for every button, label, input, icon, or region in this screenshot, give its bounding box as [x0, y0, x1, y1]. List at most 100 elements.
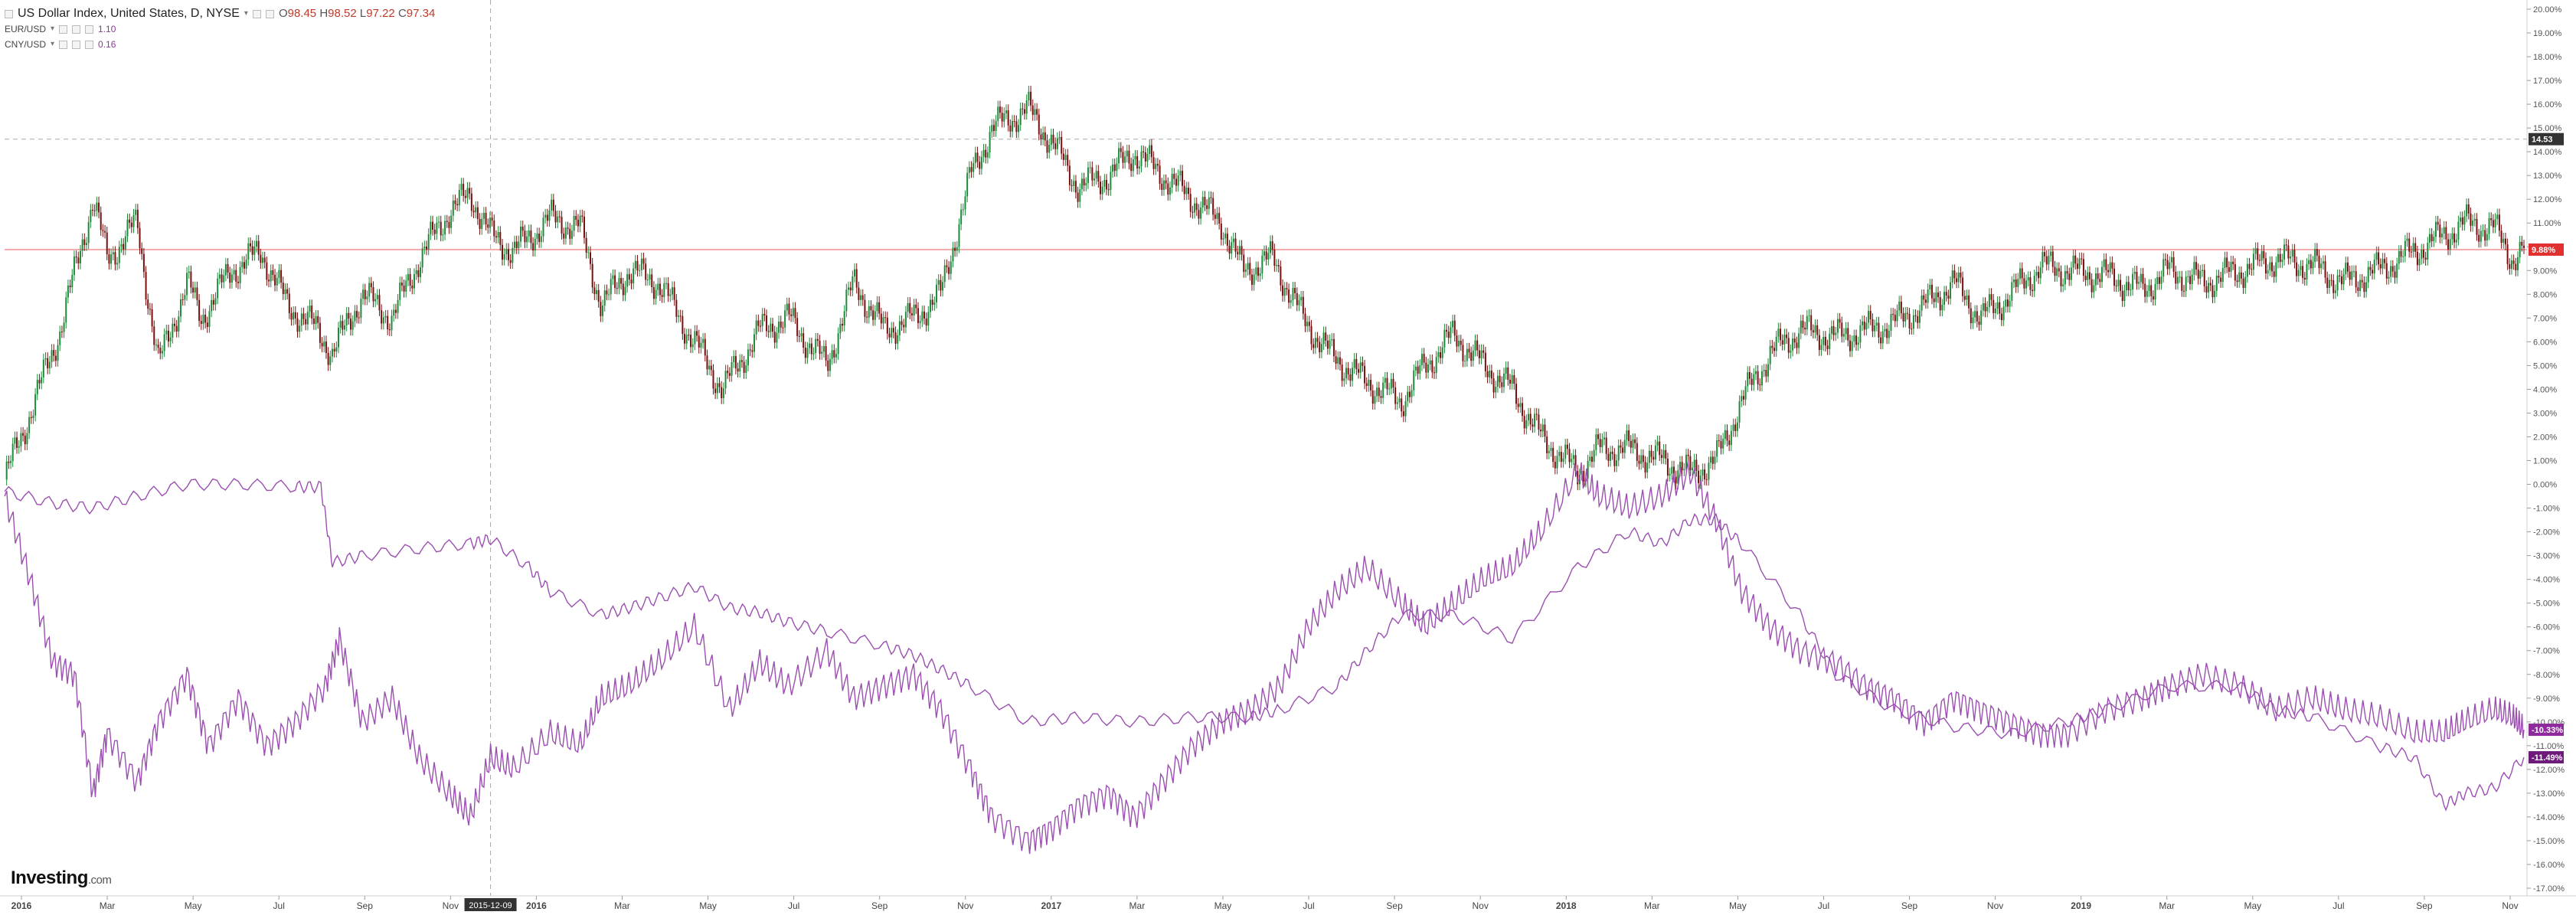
candle-body: [1554, 462, 1556, 469]
candle-body: [636, 260, 639, 271]
candle-body: [845, 289, 848, 312]
candle-body: [2011, 282, 2013, 301]
close-box-icon[interactable]: [85, 40, 94, 49]
candle-body: [827, 360, 829, 371]
candle-body: [564, 227, 567, 239]
candle-body: [2252, 253, 2254, 270]
candle-body: [1900, 301, 1902, 314]
candle-body: [1747, 372, 1749, 387]
settings-box-icon[interactable]: [72, 40, 81, 49]
close-box-icon[interactable]: [85, 25, 94, 34]
candle-body: [1757, 371, 1759, 384]
candle-body: [1863, 321, 1865, 330]
candle-body: [1468, 348, 1470, 353]
candle-body: [1300, 296, 1303, 301]
candle-body: [2303, 277, 2306, 280]
candle-body: [16, 437, 18, 448]
candle-body: [1648, 450, 1650, 463]
chevron-down-icon[interactable]: ▾: [244, 9, 248, 18]
candle-body: [1370, 380, 1372, 391]
candle-body: [1780, 328, 1782, 341]
candle-body: [1167, 183, 1169, 195]
candle-body: [585, 237, 587, 253]
candle-body: [2160, 276, 2162, 284]
candle-body: [1122, 152, 1124, 163]
collapse-toggle[interactable]: [5, 9, 13, 18]
candle-body: [1136, 155, 1139, 169]
x-tick-label: May: [2244, 900, 2261, 911]
candle-body: [476, 207, 479, 220]
y-tick-label: -13.00%: [2533, 789, 2565, 799]
candle-body: [1796, 342, 1798, 348]
candle-body: [169, 337, 172, 341]
settings-box-icon[interactable]: [252, 9, 261, 18]
candle-body: [1847, 328, 1849, 341]
candle-body: [2398, 250, 2400, 264]
candle-body: [1243, 254, 1245, 273]
candle-body: [514, 241, 516, 248]
candle-body: [1868, 311, 1870, 323]
candle-body: [2478, 234, 2480, 242]
candle-body: [657, 283, 659, 290]
candle-body: [593, 287, 596, 295]
candle-body: [682, 315, 684, 335]
candle-body: [327, 352, 329, 365]
candle-body: [923, 311, 925, 319]
candle-body: [727, 371, 729, 374]
candle-body: [1986, 306, 1989, 312]
candle-body: [1382, 382, 1384, 398]
candle-body: [157, 345, 159, 348]
candle-body: [1401, 398, 1403, 412]
candle-body: [2473, 218, 2476, 221]
candle-body: [1535, 413, 1538, 415]
candle-body: [1249, 263, 1251, 275]
candle-body: [85, 243, 87, 245]
candle-body: [2021, 268, 2023, 279]
chevron-down-icon[interactable]: ▾: [51, 40, 55, 48]
candle-body: [2310, 260, 2312, 269]
y-tick-label: -6.00%: [2533, 623, 2560, 632]
candle-body: [843, 311, 845, 326]
candle-body: [333, 348, 335, 352]
settings-box-icon[interactable]: [72, 25, 81, 34]
candle-body: [753, 334, 755, 352]
candle-body: [2121, 290, 2123, 302]
candle-body: [1659, 441, 1661, 456]
last-price-label: 9.88%: [2532, 246, 2555, 255]
candle-body: [2472, 220, 2474, 226]
overlay-name: EUR/USD: [5, 24, 47, 34]
candle-body: [1313, 344, 1315, 348]
candle-body: [622, 283, 624, 296]
candle-body: [903, 325, 905, 328]
candle-body: [200, 321, 202, 325]
candle-body: [1790, 350, 1792, 353]
visibility-box-icon[interactable]: [59, 25, 68, 34]
candle-body: [1736, 422, 1738, 431]
chevron-down-icon[interactable]: ▾: [51, 25, 55, 33]
candle-body: [1671, 466, 1673, 474]
close-box-icon[interactable]: [265, 9, 274, 18]
visibility-box-icon[interactable]: [59, 40, 68, 49]
candle-body: [956, 247, 958, 251]
candle-body: [1902, 313, 1904, 322]
candle-body: [1046, 140, 1048, 153]
candle-body: [1067, 155, 1069, 166]
candle-body: [10, 461, 12, 463]
candle-body: [992, 125, 995, 132]
candle-body: [1829, 333, 1831, 349]
candle-body: [1599, 439, 1601, 447]
candle-body: [190, 271, 192, 288]
candle-body: [806, 348, 809, 358]
candle-body: [1261, 255, 1263, 274]
candle-body: [907, 302, 909, 312]
candle-body: [1728, 440, 1731, 446]
candle-body: [567, 227, 569, 229]
candle-body: [1358, 369, 1360, 373]
candle-body: [673, 287, 675, 300]
candle-body: [886, 317, 888, 334]
candle-body: [1263, 251, 1265, 256]
candle-body: [2443, 227, 2445, 234]
candle-body: [979, 162, 981, 169]
candle-body: [1984, 303, 1986, 312]
